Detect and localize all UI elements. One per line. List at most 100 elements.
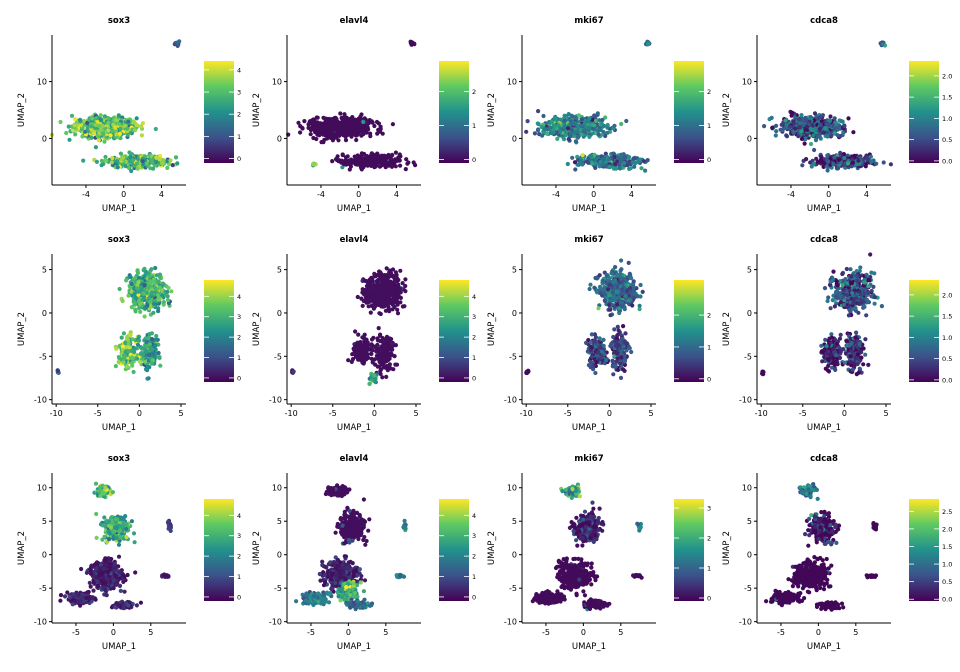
data-point — [386, 152, 391, 158]
data-point — [400, 281, 405, 286]
data-point — [784, 134, 790, 139]
data-point — [386, 295, 391, 300]
data-point — [141, 291, 146, 296]
data-point — [150, 160, 155, 165]
data-point — [101, 131, 106, 136]
data-point — [360, 124, 365, 129]
data-point — [338, 128, 343, 133]
x-tick-label: -4 — [82, 190, 90, 199]
data-point — [140, 346, 145, 351]
x-axis-label: UMAP_1 — [102, 204, 136, 214]
data-point — [573, 167, 578, 172]
data-point — [390, 153, 395, 158]
data-point — [381, 302, 386, 307]
y-tick-label: 0 — [747, 134, 752, 143]
colorbar-gradient — [204, 61, 234, 163]
y-tick-label: 10 — [37, 78, 47, 87]
data-point — [541, 113, 546, 119]
data-point — [309, 121, 314, 126]
data-point — [613, 161, 618, 167]
data-point — [136, 299, 141, 304]
data-point — [540, 133, 545, 138]
data-point — [356, 350, 361, 355]
data-point — [358, 154, 363, 159]
data-point — [78, 122, 83, 127]
data-point — [545, 131, 550, 136]
data-point — [158, 363, 163, 368]
data-point — [817, 126, 822, 131]
data-point — [376, 127, 381, 132]
data-point — [819, 157, 824, 162]
scatter-points — [762, 40, 894, 173]
data-point — [325, 136, 330, 141]
data-point — [623, 155, 628, 160]
x-axis-label: UMAP_1 — [807, 204, 841, 214]
data-point — [411, 160, 416, 165]
data-point — [382, 277, 387, 282]
data-point — [311, 117, 316, 122]
data-point — [643, 168, 648, 173]
data-point — [799, 136, 805, 141]
data-point — [130, 360, 135, 366]
data-point — [345, 154, 350, 159]
data-point — [354, 341, 359, 346]
data-point — [804, 124, 810, 129]
data-point — [314, 136, 319, 142]
data-point — [797, 117, 802, 122]
data-point — [94, 159, 99, 164]
data-point — [364, 345, 370, 350]
data-point — [398, 163, 403, 168]
data-point — [542, 127, 547, 132]
data-point — [109, 160, 114, 165]
data-point — [139, 133, 144, 138]
data-point — [80, 134, 85, 139]
data-point — [383, 160, 388, 165]
y-tick-label: 10 — [507, 78, 517, 87]
data-point — [565, 126, 571, 131]
data-point — [570, 128, 575, 133]
data-point — [133, 309, 138, 314]
data-point — [161, 300, 166, 305]
data-point — [842, 123, 847, 129]
data-point — [787, 124, 793, 129]
data-point — [375, 278, 380, 284]
data-point — [566, 137, 571, 142]
colorbar-tick-label: 3 — [237, 313, 241, 321]
data-point — [124, 278, 129, 283]
data-point — [152, 285, 158, 290]
data-point — [799, 113, 804, 118]
data-point — [360, 303, 365, 308]
x-tick-label: 4 — [864, 190, 869, 199]
x-axis-label: UMAP_1 — [102, 423, 136, 433]
colorbar-tick-label: 1 — [237, 133, 241, 141]
data-point — [362, 130, 367, 135]
data-point — [850, 157, 855, 162]
data-point — [168, 158, 173, 163]
y-axis-label: UMAP_2 — [722, 93, 732, 127]
y-tick-label: -5 — [39, 352, 47, 361]
data-point — [302, 119, 307, 124]
data-point — [839, 119, 844, 124]
data-point — [102, 114, 107, 119]
data-point — [641, 159, 646, 164]
data-point — [81, 158, 86, 163]
data-point — [587, 134, 592, 139]
data-point — [149, 267, 154, 272]
data-point — [117, 355, 122, 361]
data-point — [586, 160, 591, 165]
data-point — [173, 155, 179, 160]
data-point — [346, 132, 351, 137]
data-point — [601, 129, 606, 135]
data-point — [829, 133, 834, 138]
colorbar-tick-label: 0 — [472, 156, 476, 164]
data-point — [570, 155, 575, 160]
data-point — [549, 120, 555, 125]
data-point — [634, 160, 639, 165]
data-point — [575, 135, 581, 140]
data-point — [128, 155, 133, 160]
data-point — [372, 123, 377, 129]
